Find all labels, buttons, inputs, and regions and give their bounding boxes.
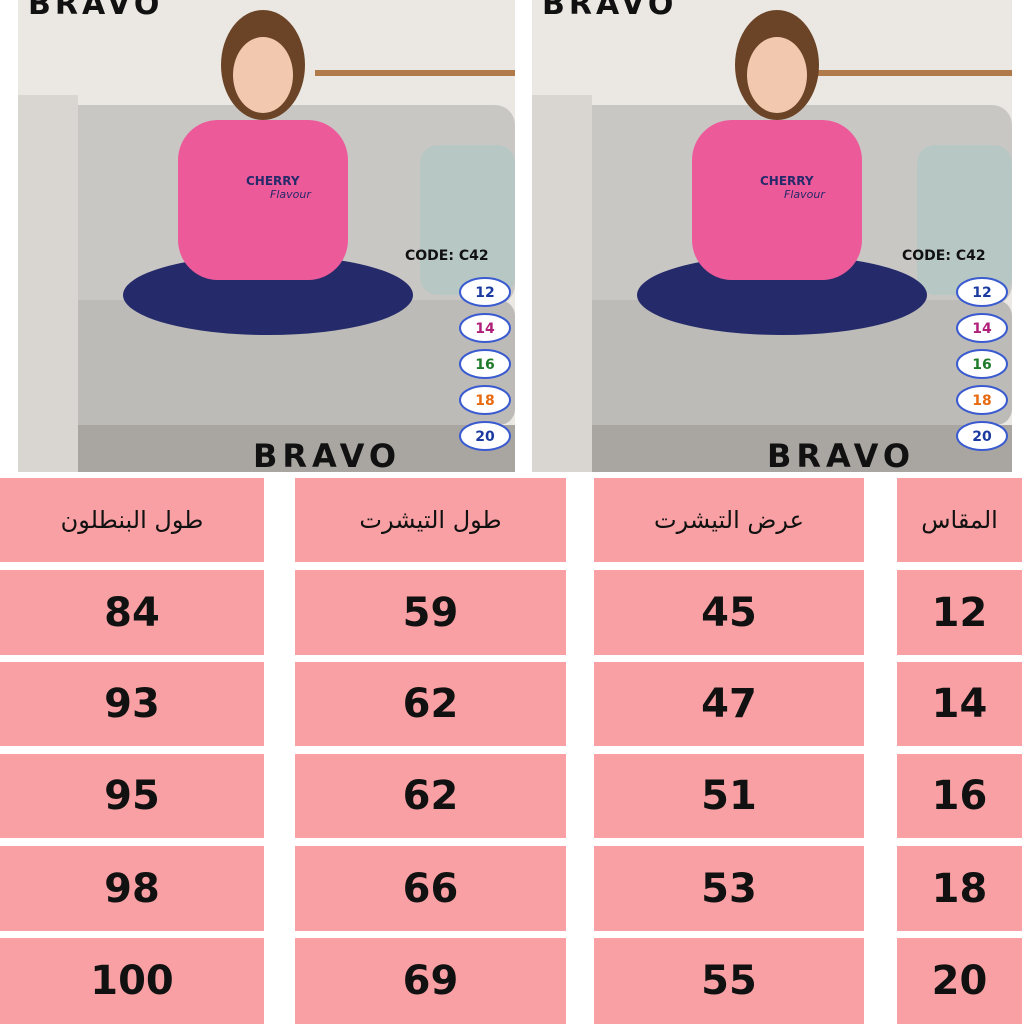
size-badge: [459, 277, 511, 307]
product-code: CODE: C42: [405, 248, 489, 264]
print-text: CHERRY: [246, 174, 300, 188]
pants: [123, 255, 413, 335]
size-label: 12: [475, 285, 494, 301]
table-cell: 16: [897, 754, 1022, 838]
table-cell: 95: [0, 754, 264, 838]
table-cell: 51: [594, 754, 864, 838]
product-code: CODE: C42: [902, 248, 986, 264]
size-label: 20: [475, 429, 495, 445]
size-badge: [459, 385, 511, 415]
print-text: Flavour: [784, 188, 826, 201]
table-cell: 98: [0, 846, 264, 931]
header-cell: المقاس: [897, 478, 1022, 562]
brand: BRAVO: [767, 437, 915, 472]
table-cell: 47: [594, 662, 864, 746]
floor: [532, 425, 1012, 472]
brand: BRAVO: [253, 437, 401, 472]
size-badge: [459, 421, 511, 451]
table-cell: 93: [0, 662, 264, 746]
print-text: Flavour: [270, 188, 312, 201]
pants: [637, 255, 927, 335]
floor: [18, 425, 515, 472]
table-cell: 66: [295, 846, 566, 931]
shelf: [315, 70, 515, 76]
table-cell: 18: [897, 846, 1022, 931]
table-cell: 45: [594, 570, 864, 655]
product-photo: CHERRY Flavour BRAVO BRAVO CODE: C42 12 14 16 18…: [18, 0, 515, 472]
size-label: 16: [475, 357, 494, 373]
face: [747, 37, 807, 113]
table-cell: 12: [897, 570, 1022, 655]
print-text: CHERRY: [760, 174, 814, 188]
pillow: [917, 145, 1012, 295]
blanket: [532, 95, 592, 472]
size-label: 16: [972, 357, 991, 373]
table-cell: 20: [897, 938, 1022, 1024]
size-badge: [459, 349, 511, 379]
blanket: [18, 95, 78, 472]
sweater: [178, 120, 348, 280]
sweater: [692, 120, 862, 280]
size-badge: [956, 349, 1008, 379]
sofa-seat: [38, 300, 515, 425]
size-label: 20: [972, 429, 992, 445]
header-cell: عرض التيشرت: [594, 478, 864, 562]
table-cell: 14: [897, 662, 1022, 746]
table-cell: 100: [0, 938, 264, 1024]
sofa-seat: [552, 300, 1012, 425]
header-cell: طول التيشرت: [295, 478, 566, 562]
table-cell: 55: [594, 938, 864, 1024]
brand: BRAVO: [28, 0, 163, 22]
size-badge: [956, 385, 1008, 415]
table-cell: 69: [295, 938, 566, 1024]
size-label: 12: [972, 285, 991, 301]
table-cell: 62: [295, 754, 566, 838]
size-label: 18: [972, 393, 991, 409]
pillow: [420, 145, 515, 295]
size-badge: [459, 313, 511, 343]
header-cell: طول البنطلون: [0, 478, 264, 562]
product-photo: CHERRY Flavour BRAVO BRAVO CODE: C42 12 14 16 18…: [532, 0, 1012, 472]
table-cell: 84: [0, 570, 264, 655]
size-label: 14: [972, 321, 992, 337]
size-label: 14: [475, 321, 495, 337]
table-cell: 53: [594, 846, 864, 931]
face: [233, 37, 293, 113]
size-badge: [956, 421, 1008, 451]
size-badge: [956, 313, 1008, 343]
size-badge: [956, 277, 1008, 307]
table-cell: 59: [295, 570, 566, 655]
shelf: [812, 70, 1012, 76]
table-cell: 62: [295, 662, 566, 746]
brand: BRAVO: [542, 0, 677, 22]
size-label: 18: [475, 393, 494, 409]
